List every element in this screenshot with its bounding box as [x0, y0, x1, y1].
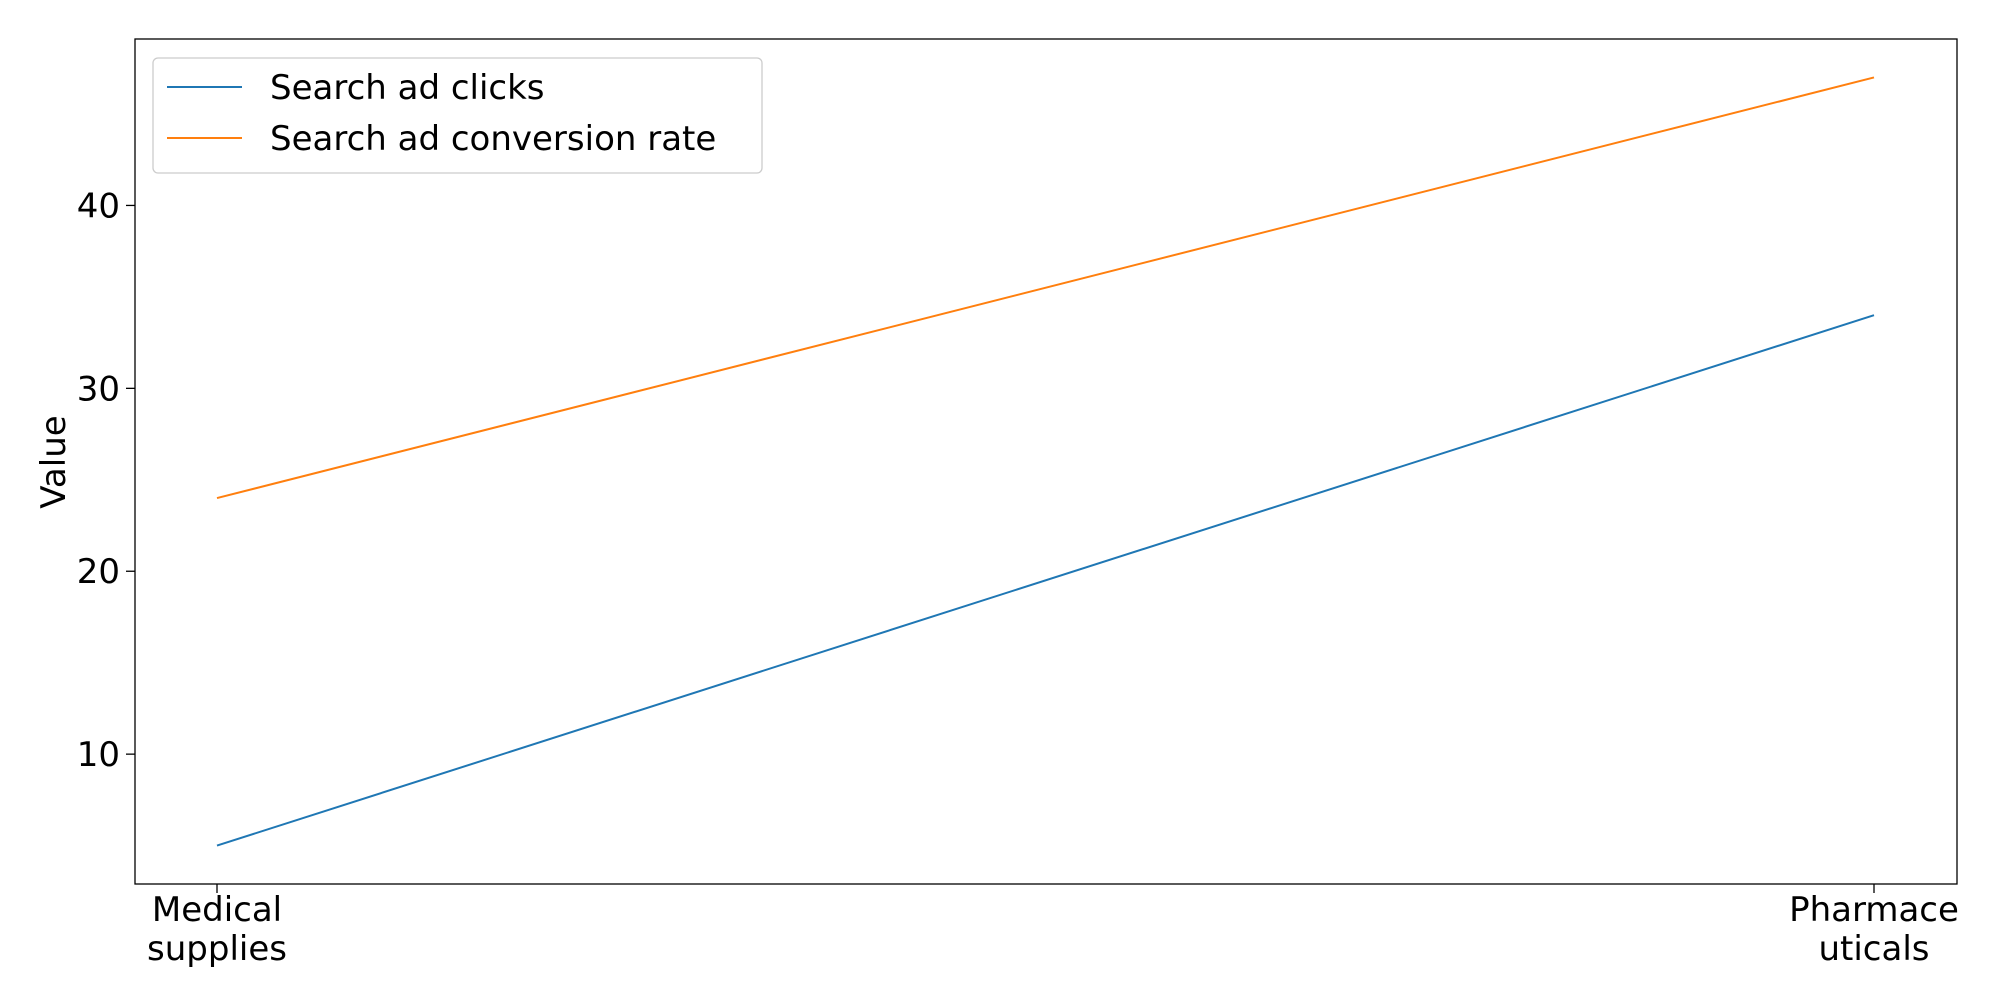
legend-label-0: Search ad clicks: [270, 68, 545, 108]
legend: Search ad clicks Search ad conversion rat…: [152, 57, 763, 174]
x-tick-label: Pharmace: [1789, 890, 1959, 930]
x-tick-label: supplies: [147, 929, 287, 969]
y-tick-label: 20: [77, 552, 120, 592]
legend-box: [152, 57, 763, 174]
y-tick-label: 40: [77, 186, 120, 226]
x-tick-label: uticals: [1818, 929, 1929, 969]
series-line-1: [216, 76, 1875, 500]
series-lines: [216, 76, 1875, 847]
series-line-0: [216, 314, 1875, 847]
y-tick-label: 30: [77, 369, 120, 409]
y-tick-label: 10: [77, 735, 120, 775]
y-axis-label: Value: [34, 415, 74, 508]
plot-frame: [134, 38, 1958, 885]
legend-label-1: Search ad conversion rate: [270, 119, 716, 159]
x-tick-label: Medical: [152, 890, 282, 930]
y-axis: 10 20 30 40: [77, 186, 135, 775]
